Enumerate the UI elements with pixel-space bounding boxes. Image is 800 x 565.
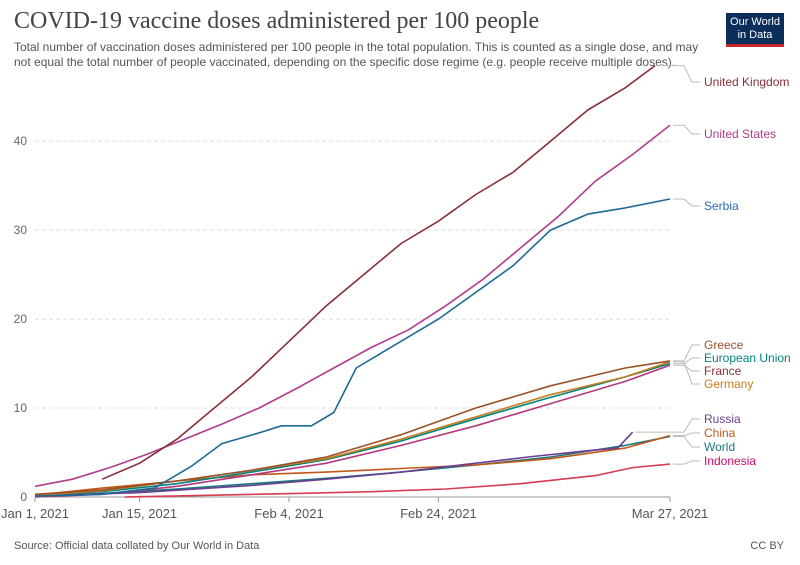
owid-logo[interactable]: Our World in Data (726, 13, 784, 47)
label-connector (658, 65, 700, 83)
series-label-united-kingdom[interactable]: United Kingdom (704, 75, 789, 89)
series-label-germany[interactable]: Germany (704, 377, 753, 391)
series-label-china[interactable]: China (704, 426, 736, 440)
label-connector (673, 364, 700, 372)
series-line-united-states[interactable] (34, 124, 671, 488)
source-note: Source: Official data collated by Our Wo… (14, 540, 260, 552)
gridlines (35, 140, 670, 409)
series-labels: United Kingdom United States Serbia GreeceE… (704, 75, 791, 468)
series-label-france[interactable]: France (704, 364, 742, 378)
logo-line-1: Our World (730, 16, 780, 28)
series-line-united-kingdom[interactable] (101, 64, 656, 480)
series-lines (34, 64, 671, 498)
y-tick-label: 10 (14, 401, 28, 415)
label-connector (673, 361, 700, 385)
x-tick-label: Mar 27, 2021 (632, 506, 709, 521)
series-line-russia[interactable] (34, 431, 634, 497)
series-label-serbia[interactable]: Serbia (704, 199, 739, 213)
label-connector (673, 432, 700, 437)
y-axis-ticks: 0 10 20 30 40 (14, 134, 28, 504)
license-note[interactable]: CC BY (750, 540, 784, 552)
x-axis: Jan 1, 2021 Jan 15, 2021 Feb 4, 2021 Feb 24… (1, 496, 709, 521)
label-connector (635, 418, 700, 433)
series-label-greece[interactable]: Greece (704, 338, 744, 352)
series-label-united-states[interactable]: United States (704, 127, 776, 141)
x-tick-label: Jan 1, 2021 (1, 506, 69, 521)
series-line-indonesia[interactable] (124, 463, 671, 498)
logo-line-2: in Data (737, 29, 773, 41)
series-line-european-union[interactable] (34, 362, 671, 496)
label-connectors (635, 65, 700, 465)
y-tick-label: 20 (14, 312, 28, 326)
y-tick-label: 40 (14, 134, 28, 148)
label-connector (673, 124, 700, 135)
label-connector (673, 460, 700, 465)
series-label-indonesia[interactable]: Indonesia (704, 454, 756, 468)
label-connector (673, 436, 700, 448)
label-connector (673, 198, 700, 207)
x-tick-label: Feb 24, 2021 (400, 506, 477, 521)
series-line-greece[interactable] (34, 360, 671, 496)
chart-title: COVID-19 vaccine doses administered per … (14, 8, 540, 34)
series-label-russia[interactable]: Russia (704, 412, 741, 426)
series-line-germany[interactable] (34, 361, 671, 496)
chart-subtitle: Total number of vaccination doses admini… (14, 40, 699, 69)
x-tick-label: Jan 15, 2021 (102, 506, 177, 521)
series-line-china[interactable] (34, 434, 671, 496)
label-connector (673, 344, 700, 362)
x-tick-label: Feb 4, 2021 (254, 506, 323, 521)
label-connector (673, 357, 700, 365)
y-tick-label: 0 (20, 490, 27, 504)
series-label-european-union[interactable]: European Union (704, 351, 791, 365)
y-tick-label: 30 (14, 223, 28, 237)
series-line-serbia[interactable] (34, 198, 671, 497)
series-label-world[interactable]: World (704, 440, 735, 454)
